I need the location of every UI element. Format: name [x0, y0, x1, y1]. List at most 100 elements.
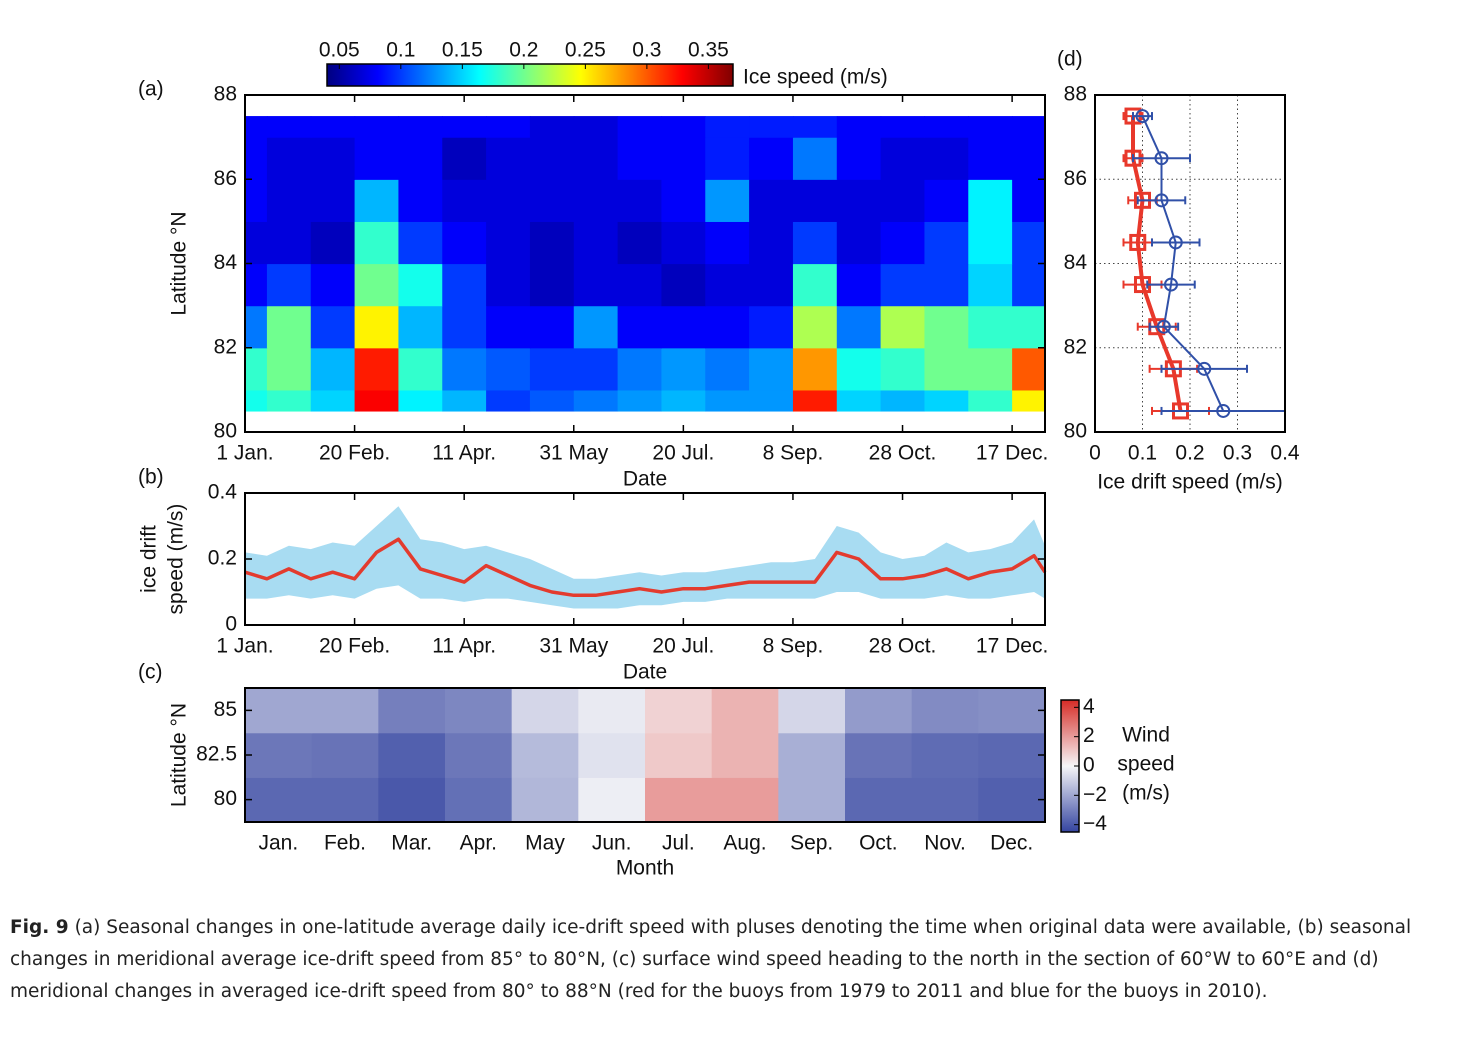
- x-tick-label: May: [525, 832, 565, 855]
- heat-cell: [266, 263, 312, 307]
- heat-cell: [578, 732, 646, 778]
- heat-cell: [792, 179, 838, 222]
- heat-cell: [792, 305, 838, 349]
- x-tick-label: 31 May: [539, 442, 608, 465]
- marker: [1168, 235, 1183, 250]
- y-tick-label: 88: [1064, 83, 1087, 106]
- y-axis-label: Latitude °N: [168, 703, 191, 807]
- x-tick-label: 17 Dec.: [976, 635, 1048, 658]
- y-axis-label: speed (m/s): [165, 504, 188, 615]
- heat-cell: [880, 137, 926, 180]
- x-tick-label: 11 Apr.: [432, 442, 496, 465]
- marker: [1154, 193, 1169, 208]
- heat-cell: [398, 263, 443, 307]
- heat-cell: [573, 179, 619, 222]
- colorbar-tick-label: 0.35: [688, 39, 729, 62]
- heat-cell: [529, 137, 575, 180]
- heat-cell: [968, 263, 1013, 307]
- y-tick-label: 82.5: [196, 743, 237, 766]
- heat-cell: [354, 305, 400, 349]
- heat-cell: [836, 221, 882, 265]
- heat-cell: [486, 221, 531, 265]
- marker: [1156, 319, 1171, 334]
- heat-cell: [836, 389, 882, 412]
- heat-cell: [778, 777, 846, 823]
- heat-cell: [266, 137, 312, 180]
- heat-cell: [880, 305, 926, 349]
- heat-cell: [711, 732, 779, 778]
- heat-cell: [792, 137, 838, 180]
- heat-cell: [442, 305, 487, 349]
- heat-cell: [266, 116, 312, 138]
- heat-cell: [711, 777, 779, 823]
- heat-cell: [310, 137, 356, 180]
- heat-cell: [311, 732, 379, 778]
- heat-cell: [845, 688, 913, 734]
- heat-cell: [968, 305, 1013, 349]
- x-tick-label: 8 Sep.: [763, 635, 824, 658]
- heat-cell: [792, 221, 838, 265]
- heat-cell: [749, 116, 794, 138]
- heat-cell: [310, 305, 356, 349]
- heat-cell: [792, 347, 838, 391]
- y-tick-label: 86: [1064, 167, 1087, 190]
- heat-cell: [442, 116, 487, 138]
- heat-cell: [398, 179, 443, 222]
- x-tick-label: 11 Apr.: [432, 635, 496, 658]
- heat-cell: [310, 179, 356, 222]
- x-tick-label: Nov.: [924, 832, 966, 855]
- heat-cell: [354, 137, 400, 180]
- y-tick-label: 0: [225, 613, 237, 636]
- heat-cell: [778, 688, 846, 734]
- heat-cell: [486, 116, 531, 138]
- panel-label: (c): [138, 661, 163, 684]
- heat-cell: [968, 116, 1013, 138]
- heat-cell: [705, 179, 750, 222]
- x-axis-label: Date: [623, 661, 667, 684]
- heat-cell: [266, 305, 312, 349]
- y-axis-label: ice drift: [138, 525, 161, 593]
- heat-cell: [354, 179, 400, 222]
- heat-cell: [705, 116, 750, 138]
- x-tick-label: 8 Sep.: [763, 442, 824, 465]
- colorbar-tick-label: 0.2: [509, 39, 538, 62]
- colorbar-label: (m/s): [1122, 782, 1170, 805]
- x-tick-label: Aug.: [723, 832, 766, 855]
- heat-cell: [1012, 137, 1046, 180]
- colorbar-tick-label: 4: [1083, 695, 1095, 718]
- y-tick-label: 88: [214, 83, 237, 106]
- heat-cell: [245, 777, 313, 823]
- x-tick-label: 20 Feb.: [319, 442, 390, 465]
- x-tick-label: Feb.: [324, 832, 366, 855]
- heat-cell: [661, 179, 706, 222]
- y-tick-label: 80: [214, 787, 237, 810]
- heat-cell: [573, 221, 619, 265]
- marker: [1197, 361, 1212, 376]
- heat-cell: [354, 263, 400, 307]
- heat-cell: [578, 688, 646, 734]
- heat-cell: [749, 263, 794, 307]
- line: [1141, 115, 1225, 412]
- heat-cell: [310, 347, 356, 391]
- colorbar-tick-label: −2: [1083, 783, 1107, 806]
- heat-cell: [1012, 263, 1046, 307]
- heat-cell: [573, 116, 619, 138]
- heat-cell: [968, 137, 1013, 180]
- x-tick-label: 1 Jan.: [216, 442, 273, 465]
- heat-cell: [792, 263, 838, 307]
- heat-cell: [705, 137, 750, 180]
- heat-cell: [245, 732, 313, 778]
- heat-cell: [573, 389, 619, 412]
- heat-cell: [880, 389, 926, 412]
- heat-cell: [266, 221, 312, 265]
- colorbar-label: Ice speed (m/s): [743, 66, 888, 89]
- heat-cell: [398, 389, 443, 412]
- heat-cell: [310, 389, 356, 412]
- heat-cell: [836, 116, 882, 138]
- heat-cell: [529, 116, 575, 138]
- colorbar-label: Wind: [1122, 724, 1170, 747]
- colorbar-tick-label: 0.3: [632, 39, 661, 62]
- heat-cell: [245, 137, 268, 180]
- heat-cell: [529, 389, 575, 412]
